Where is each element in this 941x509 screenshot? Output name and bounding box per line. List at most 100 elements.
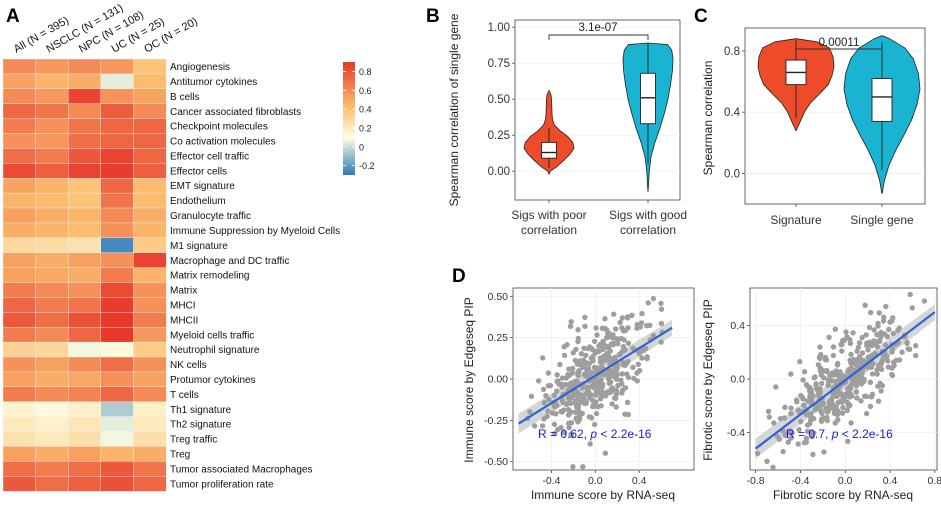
scatter-point — [647, 322, 653, 328]
scatter-point — [639, 355, 645, 361]
panel-c-plot-area — [744, 27, 926, 205]
scatter-point — [876, 310, 882, 316]
scatter-point — [608, 386, 614, 392]
scatter-point — [863, 393, 870, 400]
scatter-point — [830, 344, 837, 350]
scatter-point — [788, 410, 794, 417]
scatter-point — [765, 408, 772, 415]
scatter-point — [582, 314, 588, 320]
scatter-point — [839, 348, 845, 354]
heatmap-legend-bar — [343, 62, 355, 175]
heatmap-cell — [100, 267, 134, 284]
scatter-point — [890, 330, 896, 337]
x-tick-label: -0.8 — [747, 475, 765, 487]
heatmap-cell — [67, 282, 102, 298]
scatter-point — [575, 327, 581, 333]
heatmap-cell — [2, 252, 37, 269]
scatter-point — [612, 354, 618, 361]
heatmap-legend-label: 0.8 — [359, 67, 372, 77]
heatmap-cell — [35, 431, 69, 447]
scatter-point — [853, 389, 859, 395]
scatter-point — [566, 410, 573, 417]
scatter-point — [602, 326, 608, 332]
heatmap-cell — [133, 103, 167, 120]
y-tick-label: 0.50 — [488, 94, 510, 106]
panel-d2-y-axis-label: Fibrotic score by Edgeseq PIP — [701, 299, 715, 460]
heatmap-cell — [35, 476, 69, 492]
scatter-point — [867, 403, 874, 410]
heatmap-cell — [2, 312, 37, 328]
heatmap-cell — [67, 297, 102, 313]
scatter-point — [895, 327, 901, 333]
scatter-point — [630, 364, 636, 370]
heatmap-cell — [67, 177, 102, 194]
scatter-point — [592, 386, 599, 392]
scatter-point — [609, 401, 615, 407]
scatter-point — [810, 451, 816, 458]
scatter-point — [854, 395, 860, 401]
heatmap-cell — [2, 192, 37, 209]
scatter-point — [832, 326, 838, 332]
scatter-point — [527, 409, 533, 415]
scatter-point — [859, 334, 865, 341]
scatter-point — [832, 420, 838, 426]
scatter-point — [865, 347, 871, 353]
x-tick-label: Sigs with good — [609, 208, 687, 222]
scatter-point — [868, 342, 875, 348]
heatmap-row-label: MHCII — [170, 315, 198, 326]
scatter-point — [591, 338, 598, 345]
scatter-point — [810, 393, 816, 399]
scatter-point — [635, 361, 641, 367]
panel-c-y-ticks: 0.0 0.4 0.8 — [724, 46, 745, 180]
scatter-point — [754, 450, 761, 457]
heatmap-cell — [67, 431, 102, 447]
scatter-point — [774, 433, 781, 440]
heatmap-row-label: Th1 signature — [170, 405, 232, 416]
panel-d-fibrotic-scatter: -0.4 0.0 0.4 -0.8 -0.4 0.0 0.4 0.8 R = 0.7, p … — [701, 287, 941, 502]
heatmap-cell — [133, 252, 167, 269]
scatter-point — [650, 332, 657, 339]
scatter-point — [913, 352, 919, 359]
heatmap-cell — [67, 192, 102, 209]
heatmap-cell — [133, 192, 167, 209]
panel-c-x-labels: Signature Single gene — [770, 204, 914, 227]
panel-d2-annotation-rest: < 2.2e-16 — [838, 427, 893, 441]
scatter-point — [540, 386, 547, 393]
scatter-point — [788, 435, 794, 441]
scatter-point — [545, 408, 551, 414]
panel-d1-x-axis-label: Immune score by RNA-seq — [531, 488, 675, 502]
heatmap-cell — [2, 148, 37, 164]
heatmap-cell — [67, 148, 102, 164]
panel-d2-x-axis-label: Fibrotic score by RNA-seq — [773, 488, 913, 502]
scatter-point — [572, 409, 578, 415]
heatmap-legend-label: 0.6 — [359, 86, 372, 96]
heatmap-cell — [100, 118, 134, 134]
heatmap-cell — [35, 192, 69, 209]
scatter-point — [838, 398, 844, 404]
y-tick-label: -0.4 — [727, 427, 745, 439]
heatmap-row-label: Tumor associated Macrophages — [170, 464, 312, 475]
panel-d1-annotation-r: R = 0.62, — [538, 427, 590, 441]
scatter-point — [828, 405, 834, 411]
scatter-point — [606, 353, 612, 360]
scatter-point — [858, 398, 864, 404]
y-tick-label: 0.25 — [488, 332, 509, 344]
heatmap-row-label: Angiogenesis — [170, 62, 230, 73]
scatter-point — [617, 319, 623, 326]
heatmap-cell — [67, 88, 102, 105]
scatter-point — [837, 390, 844, 396]
scatter-point — [849, 381, 855, 387]
y-tick-label: 0.00 — [488, 166, 510, 178]
scatter-point — [565, 372, 571, 378]
heatmap-cell — [2, 133, 37, 149]
scatter-point — [528, 393, 535, 399]
heatmap-cell — [133, 133, 167, 149]
heatmap-cell — [100, 88, 134, 105]
scatter-point — [559, 375, 566, 381]
heatmap-row-labels: Angiogenesis Antitumor cytokines B cells Ca… — [170, 62, 340, 490]
heatmap-legend-label: 0 — [359, 142, 364, 152]
scatter-point — [921, 298, 928, 304]
heatmap-cell — [35, 73, 69, 90]
scatter-point — [848, 351, 854, 358]
